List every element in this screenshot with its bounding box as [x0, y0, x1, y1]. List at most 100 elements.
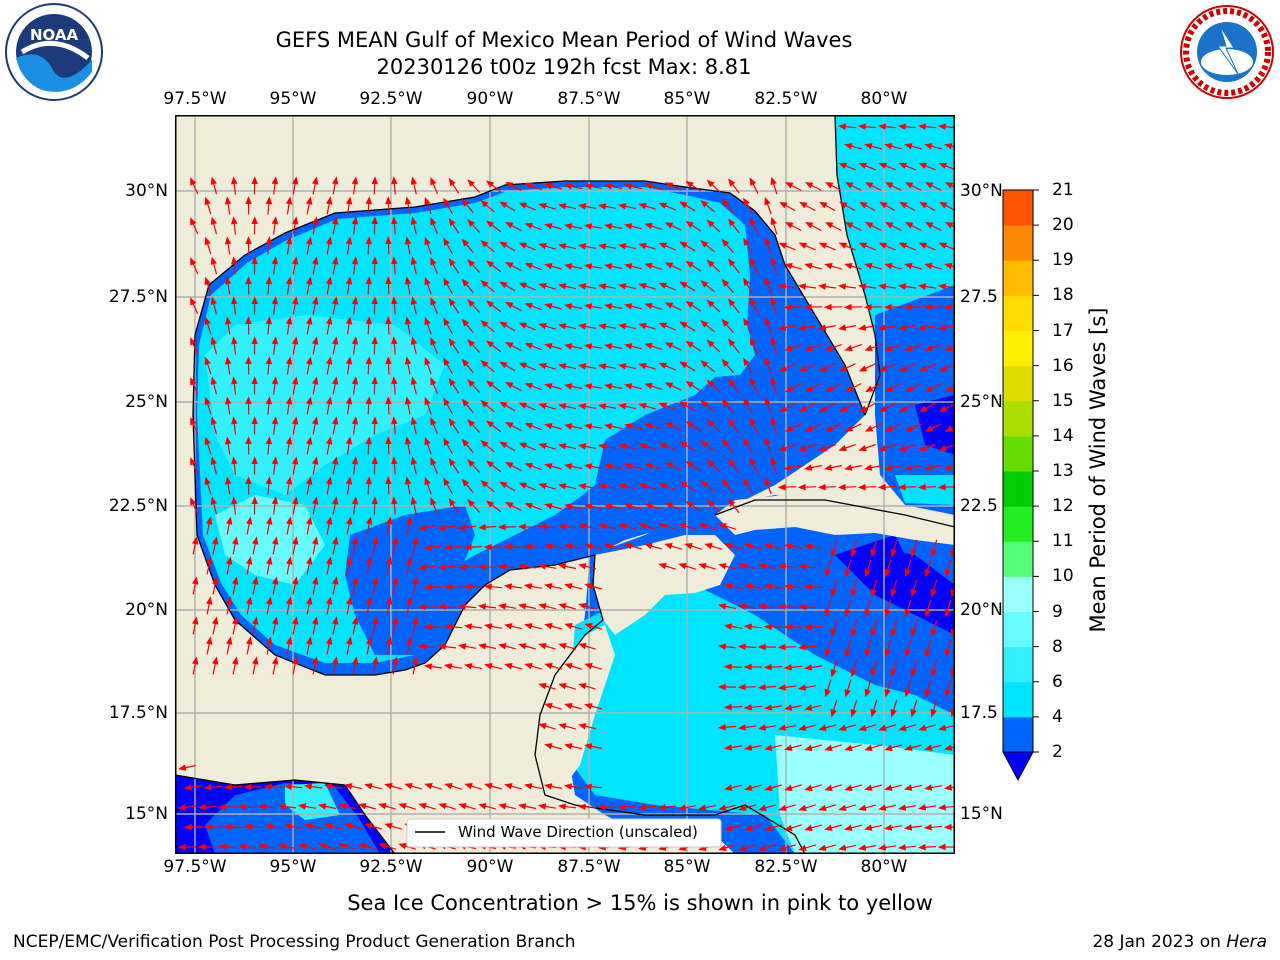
wave-arrow-head [371, 336, 378, 345]
wave-arrow-head [306, 276, 313, 285]
wave-arrow-head [764, 276, 771, 286]
wave-arrow-head [291, 456, 299, 465]
wave-arrow-head [858, 444, 867, 452]
wave-arrow-head [544, 503, 553, 510]
wave-arrow-head [764, 316, 771, 326]
wave-arrow-head [764, 543, 773, 550]
wave-arrow-head [448, 457, 456, 467]
wave-arrow-head [557, 803, 566, 810]
colorbar-tick-label: 10 [1052, 566, 1074, 587]
wave-arrow-head [830, 588, 837, 598]
wave-arrow-head [558, 243, 567, 250]
wave-arrow-head [338, 803, 347, 810]
colorbar-segment [1003, 681, 1033, 718]
colorbar-tick-label: 15 [1052, 390, 1074, 411]
wave-arrow-head [206, 516, 213, 525]
wave-arrow-head [864, 608, 871, 618]
wave-arrow-head [410, 376, 418, 385]
wave-arrow-head [618, 483, 627, 490]
wave-arrow-head [505, 181, 514, 189]
wave-arrow-head [837, 123, 846, 130]
wave-arrow-head [737, 603, 747, 610]
wave-arrow-head [578, 603, 587, 610]
wave-arrow-head [385, 436, 392, 445]
wave-arrow-head [564, 503, 573, 510]
wave-arrow-head [285, 396, 293, 405]
wave-arrow-head [763, 623, 772, 631]
wave-arrow-head [391, 376, 398, 385]
wave-arrow-head [231, 336, 238, 345]
wave-arrow-head [897, 844, 906, 851]
wave-arrow-head [384, 823, 393, 830]
wave-arrow-head [743, 197, 750, 207]
wave-arrow-head [924, 263, 933, 270]
wave-arrow-head [306, 556, 313, 565]
wave-arrow-head [443, 277, 450, 287]
wave-arrow-head [685, 181, 694, 189]
wave-arrow-head [563, 783, 573, 790]
wave-arrow-head [224, 316, 232, 325]
wave-arrow-head [392, 536, 399, 545]
wave-arrow-head [404, 356, 412, 365]
wave-arrow-head [291, 496, 299, 505]
wave-arrow-head [278, 843, 287, 850]
colorbar-segment [1003, 260, 1033, 296]
wave-arrow-head [700, 480, 709, 488]
wave-arrow-head [499, 441, 508, 449]
wave-arrow-head [583, 343, 593, 350]
wave-arrow-head [783, 623, 792, 631]
wave-arrow-head [706, 259, 715, 268]
wave-arrow-head [845, 385, 854, 393]
wave-arrow-head [644, 462, 653, 470]
wave-arrow-head [404, 783, 413, 790]
wave-arrow-head [658, 402, 668, 409]
wave-arrow-head [544, 423, 553, 430]
wave-arrow-head [930, 548, 937, 558]
wave-arrow-head [918, 162, 928, 169]
wave-arrow-head [785, 385, 794, 393]
wave-arrow-head [283, 823, 293, 830]
wave-arrow-head [624, 463, 633, 470]
wave-arrow-head [700, 320, 709, 328]
colorbar-tick-label: 16 [1052, 355, 1074, 376]
wave-arrow-head [385, 356, 392, 365]
wave-arrow-head [700, 200, 709, 208]
wave-arrow-head [777, 563, 787, 570]
wave-arrow-head [378, 803, 387, 810]
wave-arrow-head [518, 362, 528, 369]
wave-arrow-head [480, 200, 489, 208]
wave-arrow-head [744, 543, 753, 550]
colorbar-tick-label: 18 [1052, 285, 1074, 306]
wave-arrow-head [624, 263, 633, 270]
wave-arrow-head [624, 423, 633, 430]
wave-arrow-head [884, 263, 893, 270]
wave-arrow-head [265, 356, 273, 365]
wave-arrow-head [372, 576, 379, 585]
wave-arrow-head [461, 238, 470, 247]
wave-arrow-head [523, 583, 533, 590]
wave-arrow-head [718, 603, 727, 610]
wave-arrow-head [797, 324, 807, 331]
wave-arrow-head [943, 303, 952, 311]
wave-arrow-head [386, 516, 393, 525]
wave-arrow-head [498, 803, 507, 810]
wave-arrow-head [251, 376, 258, 385]
wave-arrow-head [924, 344, 933, 352]
wave-arrow-head [904, 568, 911, 578]
wave-arrow-head [190, 337, 197, 346]
lat-tick: 17.5 [960, 703, 998, 723]
colorbar-tick-label: 19 [1052, 250, 1074, 271]
lat-tick: 30°N [960, 181, 1003, 201]
wave-arrow-head [749, 217, 757, 226]
wave-arrow-head [245, 236, 252, 245]
wave-arrow-head [684, 543, 693, 550]
wave-arrow-head [910, 628, 917, 638]
wave-arrow-head [721, 438, 730, 447]
wave-arrow-head [331, 176, 339, 185]
wave-arrow-head [412, 616, 419, 625]
wave-arrow-head [318, 843, 327, 850]
wave-arrow-head [386, 556, 393, 565]
wave-arrow-head [603, 223, 613, 230]
wave-arrow-head [679, 441, 688, 449]
wave-arrow-head [505, 341, 514, 349]
